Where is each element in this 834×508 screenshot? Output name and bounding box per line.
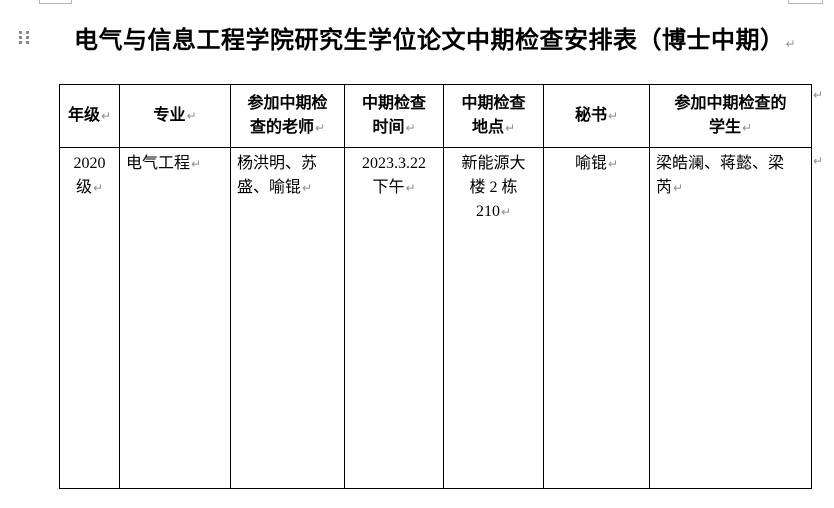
cell-secretary-value: 喻锟	[574, 155, 607, 172]
paragraph-mark-icon: ↵	[500, 205, 512, 219]
header-grade[interactable]: 年级↵	[59, 84, 120, 148]
paragraph-mark-icon: ↵	[92, 181, 104, 195]
header-grade-label: 年级	[67, 107, 100, 124]
drag-handle-dot	[26, 31, 29, 34]
paragraph-mark-icon: ↵	[673, 181, 684, 195]
cell-students[interactable]: 梁皓澜、蒋懿、梁 芮↵	[649, 147, 812, 489]
cell-location-value: 新能源大 楼 2 栋 210	[461, 155, 526, 220]
table-header-row: 年级↵ 专业↵ 参加中期检 查的老师↵ 中期检查 时间↵ 中期检查 地点↵ 秘书…	[59, 84, 812, 148]
drag-handle-dot	[26, 41, 29, 44]
document-title[interactable]: 电气与信息工程学院研究生学位论文中期检查安排表（博士中期）↵	[74, 27, 796, 58]
cell-grade-value: 2020 级	[73, 155, 106, 196]
cell-students-value: 梁皓澜、蒋懿、梁 芮	[656, 155, 785, 196]
header-major-label: 专业	[153, 107, 186, 124]
row-end-mark-icon: ↵	[813, 154, 824, 168]
drag-handle-dot	[19, 31, 22, 34]
header-time-label: 中期检查 时间	[361, 95, 426, 136]
paragraph-mark-icon: ↵	[741, 121, 753, 135]
header-teachers[interactable]: 参加中期检 查的老师↵	[230, 84, 345, 148]
paragraph-mark-icon: ↵	[191, 157, 202, 171]
paragraph-mark-icon: ↵	[405, 121, 416, 135]
paragraph-mark-icon: ↵	[785, 37, 797, 51]
header-location[interactable]: 中期检查 地点↵	[443, 84, 544, 148]
cell-teachers-value: 杨洪明、苏 盛、喻锟	[237, 155, 318, 196]
paragraph-mark-icon: ↵	[186, 109, 197, 123]
paragraph-mark-icon: ↵	[405, 181, 416, 195]
cell-grade[interactable]: 2020 级↵	[59, 147, 120, 489]
cropped-toolbar-element-left	[39, 0, 72, 4]
drag-handle-dot	[26, 36, 29, 39]
cell-teachers[interactable]: 杨洪明、苏 盛、喻锟↵	[230, 147, 345, 489]
header-time[interactable]: 中期检查 时间↵	[344, 84, 444, 148]
paragraph-mark-icon: ↵	[607, 109, 619, 123]
drag-handle-icon[interactable]	[19, 31, 29, 44]
header-teachers-label: 参加中期检 查的老师	[247, 95, 328, 136]
cell-major-value: 电气工程	[126, 155, 191, 172]
header-major[interactable]: 专业↵	[119, 84, 231, 148]
midterm-check-schedule-table: 年级↵ 专业↵ 参加中期检 查的老师↵ 中期检查 时间↵ 中期检查 地点↵ 秘书…	[59, 84, 812, 489]
cell-major[interactable]: 电气工程↵	[119, 147, 231, 489]
cell-secretary[interactable]: 喻锟↵	[543, 147, 650, 489]
paragraph-mark-icon: ↵	[607, 157, 619, 171]
paragraph-mark-icon: ↵	[314, 121, 326, 135]
header-location-label: 中期检查 地点	[461, 95, 526, 136]
row-end-mark-icon: ↵	[813, 88, 824, 102]
document-title-text: 电气与信息工程学院研究生学位论文中期检查安排表（博士中期）	[74, 27, 785, 54]
header-secretary-label: 秘书	[574, 107, 607, 124]
header-secretary[interactable]: 秘书↵	[543, 84, 650, 148]
drag-handle-dot	[19, 41, 22, 44]
cell-location[interactable]: 新能源大 楼 2 栋 210↵	[443, 147, 544, 489]
cell-time[interactable]: 2023.3.22 下午↵	[344, 147, 444, 489]
paragraph-mark-icon: ↵	[100, 109, 112, 123]
table-row: 2020 级↵ 电气工程↵ 杨洪明、苏 盛、喻锟↵ 2023.3.22 下午↵ …	[59, 147, 812, 489]
header-students[interactable]: 参加中期检查的 学生↵	[649, 84, 812, 148]
drag-handle-dot	[19, 36, 22, 39]
paragraph-mark-icon: ↵	[302, 181, 313, 195]
cropped-toolbar-element-right	[788, 0, 823, 4]
cell-time-value: 2023.3.22 下午	[362, 155, 426, 196]
header-students-label: 参加中期检查的 学生	[674, 95, 787, 136]
paragraph-mark-icon: ↵	[504, 121, 516, 135]
